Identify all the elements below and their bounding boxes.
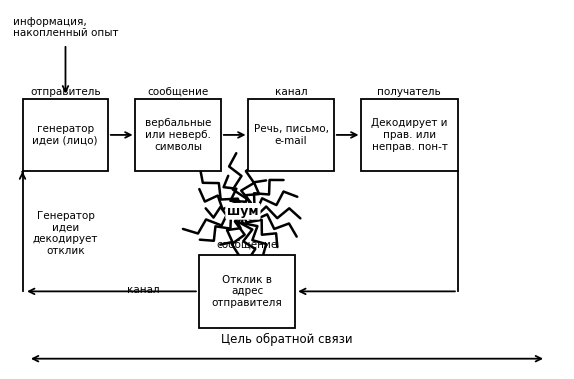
Text: Цель обратной связи: Цель обратной связи: [221, 333, 353, 346]
Text: сообщение: сообщение: [148, 87, 209, 97]
Text: Декодирует и
прав. или
неправ. пон-т: Декодирует и прав. или неправ. пон-т: [371, 118, 448, 152]
Text: Речь, письмо,
e-mail: Речь, письмо, e-mail: [254, 124, 329, 146]
FancyBboxPatch shape: [199, 255, 295, 328]
Text: Отклик в
адрес
отправителя: Отклик в адрес отправителя: [212, 275, 282, 308]
FancyBboxPatch shape: [135, 99, 221, 171]
Text: получатель: получатель: [378, 87, 441, 97]
Text: канал: канал: [127, 285, 160, 294]
Text: шум: шум: [227, 205, 259, 218]
FancyBboxPatch shape: [249, 99, 334, 171]
FancyBboxPatch shape: [362, 99, 458, 171]
Text: сообщение: сообщение: [217, 240, 278, 249]
Text: вербальные
или неверб.
символы: вербальные или неверб. символы: [145, 118, 211, 152]
Text: канал: канал: [275, 87, 308, 97]
Text: отправитель: отправитель: [30, 87, 101, 97]
Text: генератор
идеи (лицо): генератор идеи (лицо): [33, 124, 98, 146]
Text: информация,
накопленный опыт: информация, накопленный опыт: [13, 17, 118, 38]
Text: Генератор
идеи
декодирует
отклик: Генератор идеи декодирует отклик: [33, 211, 98, 255]
FancyBboxPatch shape: [22, 99, 108, 171]
